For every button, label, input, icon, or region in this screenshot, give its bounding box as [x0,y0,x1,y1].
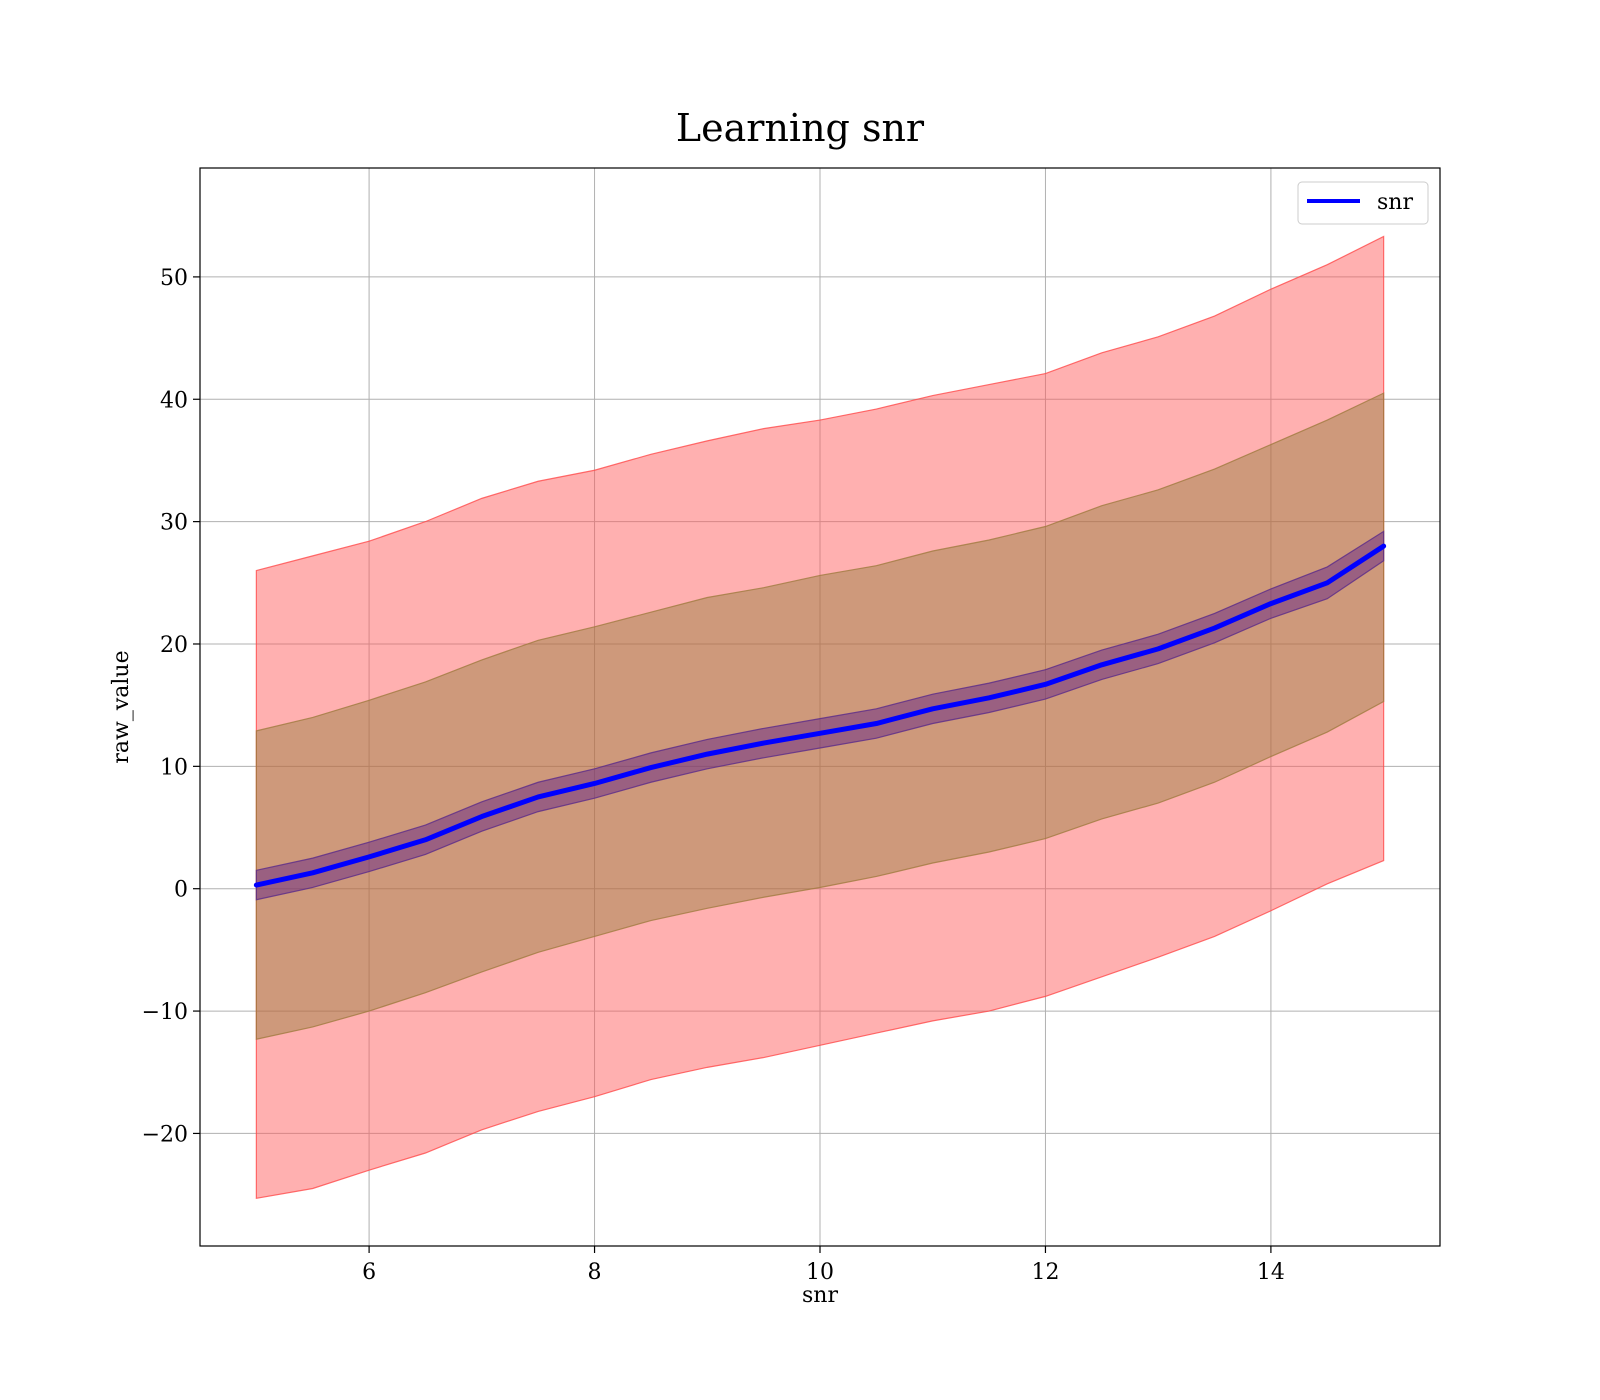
confidence-bands [255,235,1385,1199]
grid-lines [200,168,1440,1246]
x-tick-label: 12 [1031,1260,1059,1285]
x-axis-label: snr [802,1283,838,1308]
y-tick-label: −10 [142,1000,188,1025]
legend: snr [1297,181,1429,225]
y-axis-label: raw_value [109,650,134,763]
x-tick-label: 10 [806,1260,834,1285]
x-tick-label: 14 [1257,1260,1285,1285]
y-tick-label: 0 [174,878,188,903]
x-tick-label: 6 [362,1260,376,1285]
band-3 [255,530,1385,901]
legend-entry-label: snr [1377,190,1413,215]
series-lines [253,543,1387,888]
y-tick-label: 30 [160,511,188,536]
chart-title: Learning snr [676,106,925,150]
band-2 [255,392,1385,1040]
y-tick-label: 10 [160,755,188,780]
y-tick-label: 20 [160,633,188,658]
y-tick-label: −20 [142,1122,188,1147]
y-axis-ticks: −20 −10 0 10 20 30 40 50 [142,266,200,1147]
band-1 [255,235,1385,1199]
x-axis-ticks: 6 8 10 12 14 [362,1246,1285,1285]
x-tick-label: 8 [588,1260,602,1285]
series-line-snr [253,543,1387,888]
legend-box [1297,181,1429,225]
y-tick-label: 50 [160,266,188,291]
y-tick-label: 40 [160,388,188,413]
